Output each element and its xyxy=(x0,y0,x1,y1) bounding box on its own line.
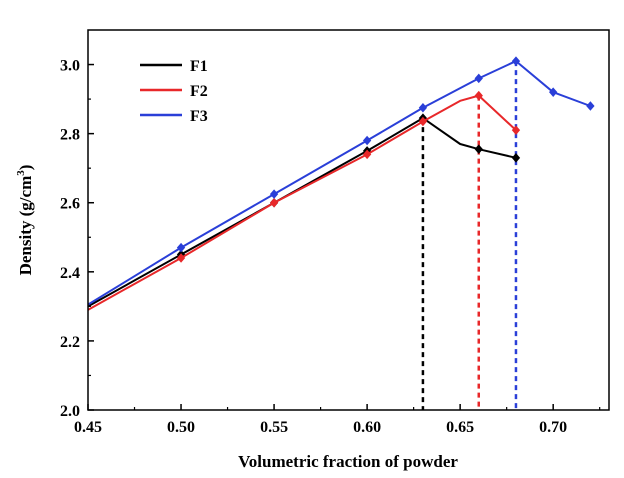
y-tick-label: 3.0 xyxy=(60,58,80,75)
x-tick-label: 0.45 xyxy=(74,419,102,436)
y-tick-label: 2.6 xyxy=(60,196,80,213)
data-point-f2 xyxy=(418,116,428,127)
data-point-f2 xyxy=(362,149,372,160)
y-tick-label: 2.4 xyxy=(60,265,80,282)
legend: F1 F2 F3 xyxy=(140,58,208,125)
ticks: 0.45 0.50 0.55 0.60 0.65 0.70 2.0 2.2 2.4 2.6 2.8 3… xyxy=(60,58,601,436)
data-point-f2 xyxy=(511,125,521,135)
data-point-f2 xyxy=(176,253,186,263)
x-tick-label: 0.70 xyxy=(539,419,567,436)
x-axis-title: Volumetric fraction of powder xyxy=(238,452,458,471)
data-point-f3 xyxy=(176,242,186,253)
x-tick-label: 0.55 xyxy=(260,419,288,436)
data-point-f1 xyxy=(474,144,483,154)
y-axis-title-close: ) xyxy=(16,165,35,171)
data-point-f3 xyxy=(474,73,483,84)
data-point-f3 xyxy=(511,56,521,66)
legend-label-f1: F1 xyxy=(190,58,208,75)
series-line-f2 xyxy=(87,94,517,311)
y-axis-title-main: Density (g/cm xyxy=(16,176,35,276)
legend-label-f2: F2 xyxy=(190,83,208,100)
data-point-f1 xyxy=(511,153,521,163)
series-line-f1 xyxy=(87,117,517,308)
drop-lines xyxy=(421,61,518,410)
data-point-f2 xyxy=(474,90,483,101)
data-point-f3 xyxy=(269,189,279,199)
data-point-f3 xyxy=(586,101,595,111)
data-point-f3 xyxy=(362,135,372,146)
x-tick-label: 0.65 xyxy=(446,419,474,436)
y-tick-label: 2.2 xyxy=(60,334,80,351)
legend-label-f3: F3 xyxy=(190,108,208,125)
series-lines xyxy=(87,56,595,311)
data-point-f2 xyxy=(269,197,279,208)
data-point-f3 xyxy=(418,102,428,113)
x-tick-label: 0.60 xyxy=(353,419,381,436)
y-axis-title: Density (g/cm3) xyxy=(15,165,35,276)
x-tick-label: 0.50 xyxy=(167,419,195,436)
y-tick-label: 2.8 xyxy=(60,127,80,144)
data-point-f3 xyxy=(549,87,558,97)
plot-frame xyxy=(87,29,610,411)
y-axis-title-sup: 3 xyxy=(15,170,27,176)
y-tick-label: 2.0 xyxy=(60,403,80,420)
